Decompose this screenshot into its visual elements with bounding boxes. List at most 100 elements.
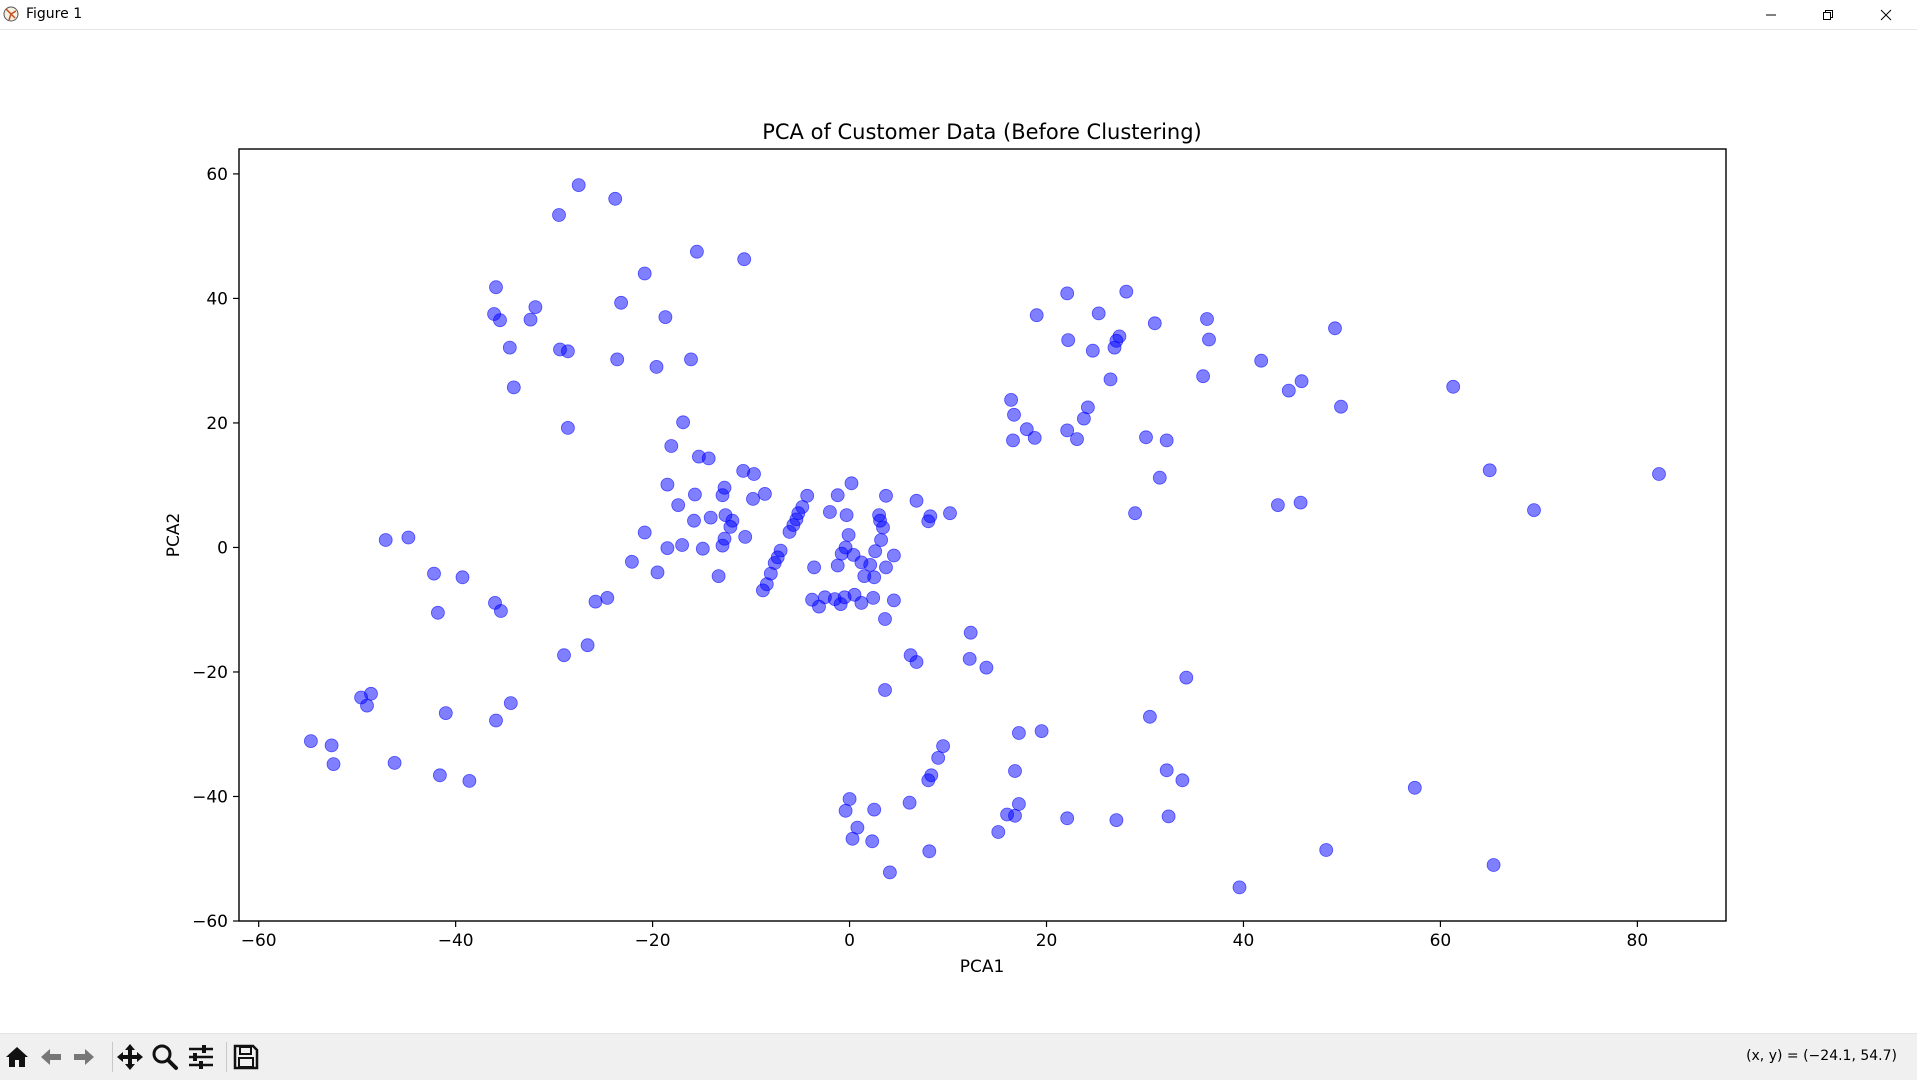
data-point <box>427 566 441 581</box>
save-button[interactable] <box>232 1043 260 1071</box>
back-icon <box>41 1049 61 1065</box>
data-point <box>747 467 761 481</box>
x-tick-label: 60 <box>1430 931 1452 951</box>
data-point <box>874 533 888 547</box>
data-point <box>1006 433 1020 448</box>
data-point <box>660 477 675 492</box>
forward-button[interactable] <box>70 1043 98 1071</box>
data-point <box>838 803 853 818</box>
zoom-button[interactable] <box>151 1043 179 1071</box>
data-point <box>588 594 603 609</box>
close-icon <box>1880 9 1892 20</box>
data-point <box>1486 858 1501 872</box>
data-point <box>830 558 845 573</box>
y-tick-label: 20 <box>206 414 228 434</box>
close-button[interactable] <box>1857 0 1915 29</box>
pan-button[interactable] <box>116 1043 144 1071</box>
data-point <box>493 604 508 618</box>
data-point <box>902 795 917 810</box>
data-point <box>1008 764 1022 778</box>
y-tick-label: −40 <box>192 787 228 807</box>
data-point <box>879 560 893 575</box>
data-point <box>1281 383 1296 398</box>
data-point <box>1139 430 1153 445</box>
data-point <box>1407 780 1422 795</box>
data-point <box>1091 306 1106 321</box>
data-point <box>979 660 994 675</box>
data-point <box>503 696 518 710</box>
data-point <box>401 530 416 545</box>
data-point <box>561 344 575 359</box>
cursor-coordinates: (x, y) = (−24.1, 54.7) <box>1746 1048 1897 1064</box>
data-point <box>1147 316 1162 331</box>
data-point <box>695 541 710 556</box>
data-point <box>387 756 402 770</box>
data-point <box>1060 286 1075 301</box>
data-point <box>687 513 701 528</box>
data-point <box>1109 813 1124 827</box>
data-point <box>1175 773 1190 788</box>
data-point <box>887 548 901 563</box>
data-point <box>1161 809 1176 824</box>
data-point <box>936 739 950 753</box>
data-point <box>943 506 957 521</box>
window-title: Figure 1 <box>26 6 83 22</box>
data-point <box>1179 670 1194 685</box>
data-point <box>637 525 652 540</box>
data-point <box>841 528 856 542</box>
data-point <box>378 533 393 547</box>
data-point <box>746 491 760 506</box>
data-point <box>879 488 893 503</box>
home-button[interactable] <box>3 1043 31 1071</box>
scatter-chart: PCA of Customer Data (Before Clustering)… <box>164 120 1727 977</box>
data-point <box>493 313 507 328</box>
data-point <box>963 625 978 640</box>
data-point <box>872 508 886 523</box>
data-point <box>1159 763 1174 778</box>
data-point <box>1012 797 1026 811</box>
data-point <box>1271 498 1285 513</box>
data-point <box>854 596 869 610</box>
restore-button[interactable] <box>1799 0 1857 29</box>
data-point <box>600 591 615 605</box>
data-point <box>1008 808 1022 823</box>
data-point <box>557 648 571 663</box>
data-point <box>867 802 882 817</box>
data-point <box>364 686 378 701</box>
x-tick-label: 0 <box>844 931 855 951</box>
y-tick-label: 40 <box>206 289 228 309</box>
data-point <box>723 519 738 534</box>
zoom-icon <box>152 1044 178 1070</box>
data-point <box>1293 495 1308 510</box>
data-point <box>1232 880 1247 895</box>
back-button[interactable] <box>37 1043 65 1071</box>
data-point <box>909 655 924 669</box>
data-point <box>608 191 623 206</box>
data-point <box>866 591 881 605</box>
data-point <box>561 420 575 435</box>
data-point <box>489 280 503 295</box>
data-point <box>1103 372 1118 387</box>
data-point <box>1143 709 1157 724</box>
restore-icon <box>1823 9 1833 20</box>
figure-canvas[interactable]: PCA of Customer Data (Before Clustering)… <box>0 30 1917 1033</box>
data-point <box>883 865 897 880</box>
configure-subplots-button[interactable] <box>187 1043 215 1071</box>
data-point <box>462 774 477 788</box>
data-point <box>1446 379 1461 394</box>
data-point <box>865 834 880 849</box>
data-point <box>432 768 447 783</box>
data-point <box>1254 353 1269 368</box>
minimize-button[interactable] <box>1742 0 1800 29</box>
window-titlebar: Figure 1 <box>0 0 1917 30</box>
data-point <box>649 359 664 374</box>
data-points <box>303 178 1666 895</box>
data-point <box>1334 399 1348 414</box>
x-tick-label: −40 <box>438 931 474 951</box>
data-point <box>637 266 652 281</box>
data-point <box>1007 407 1021 422</box>
data-point <box>909 493 924 508</box>
data-point <box>807 560 821 575</box>
data-point <box>580 638 595 653</box>
data-point <box>523 312 538 327</box>
